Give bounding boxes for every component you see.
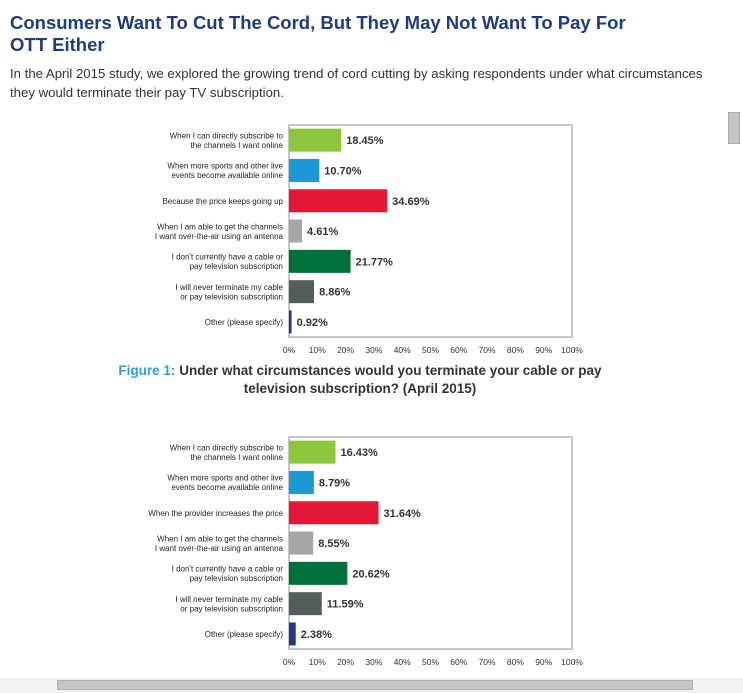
bar [289, 592, 322, 616]
category-label: I want over-the-air using an antenna [155, 544, 284, 553]
bar [289, 280, 315, 304]
category-label: pay television subscription [190, 262, 283, 271]
figure-label: Figure 1: [118, 363, 176, 378]
category-label: When more sports and other live [167, 474, 283, 483]
category-label: events become available online [171, 171, 283, 180]
bar [289, 561, 348, 585]
bar-value-label: 0.92% [297, 317, 328, 329]
bar [289, 501, 379, 525]
category-label: When I am able to get the channels [157, 534, 283, 543]
plot-frame [288, 124, 573, 338]
vertical-scrollbar-thumb[interactable] [728, 112, 740, 144]
x-tick-label: 90% [535, 657, 552, 667]
x-tick-label: 20% [337, 345, 354, 355]
bar [289, 470, 314, 494]
x-tick-label: 30% [365, 657, 382, 667]
x-tick-label: 100% [561, 657, 583, 667]
bar [289, 531, 314, 555]
category-label: When I can directly subscribe to [170, 131, 284, 140]
category-label: When I am able to get the channels [157, 222, 283, 231]
category-label: I will never terminate my cable [175, 595, 283, 604]
x-tick-label: 80% [507, 657, 524, 667]
x-tick-label: 20% [337, 657, 354, 667]
bar-value-label: 31.64% [384, 508, 422, 520]
x-tick-label: 30% [365, 345, 382, 355]
article-intro: In the April 2015 study, we explored the… [10, 66, 703, 100]
bar-value-label: 18.45% [346, 135, 384, 147]
bar [289, 440, 336, 464]
bar-value-label: 16.43% [340, 447, 378, 459]
figure-caption: Figure 1: Under what circumstances would… [110, 362, 610, 398]
plot-frame [288, 436, 573, 650]
category-label: Because the price keeps going up [162, 197, 283, 206]
x-tick-label: 90% [535, 345, 552, 355]
x-tick-label: 0% [283, 345, 296, 355]
category-label: I will never terminate my cable [175, 283, 283, 292]
x-tick-label: 50% [422, 657, 439, 667]
category-label: pay television subscription [190, 574, 283, 583]
bar-value-label: 4.61% [307, 226, 338, 238]
bar [289, 249, 351, 273]
x-tick-label: 60% [450, 657, 467, 667]
bar [289, 189, 388, 213]
article-title: Consumers Want To Cut The Cord, But They… [10, 12, 626, 55]
bar [289, 158, 320, 182]
bar-value-label: 20.62% [352, 568, 390, 580]
bar [289, 219, 303, 243]
category-label: the channels I want online [190, 141, 283, 150]
x-tick-label: 100% [561, 345, 583, 355]
category-label: I don't currently have a cable or [172, 253, 284, 262]
horizontal-scrollbar-thumb[interactable] [57, 680, 693, 690]
x-tick-label: 50% [422, 345, 439, 355]
x-tick-label: 40% [394, 345, 411, 355]
x-tick-label: 70% [479, 345, 496, 355]
bar-value-label: 8.86% [319, 287, 350, 299]
category-label: the channels I want online [190, 453, 283, 462]
category-label: Other (please specify) [205, 630, 284, 639]
x-tick-label: 0% [283, 657, 296, 667]
bar [289, 128, 342, 152]
bar [289, 310, 292, 334]
category-label: I don't currently have a cable or [172, 565, 284, 574]
x-tick-label: 60% [450, 345, 467, 355]
x-tick-label: 10% [309, 657, 326, 667]
x-tick-label: 70% [479, 657, 496, 667]
bar-value-label: 34.69% [392, 196, 430, 208]
category-label: I want over-the-air using an antenna [155, 232, 284, 241]
category-label: When more sports and other live [167, 162, 283, 171]
category-label: Other (please specify) [205, 318, 284, 327]
bar-value-label: 11.59% [327, 599, 364, 611]
x-tick-label: 80% [507, 345, 524, 355]
category-label: events become available online [171, 483, 283, 492]
x-tick-label: 40% [394, 657, 411, 667]
bar-value-label: 2.38% [301, 629, 332, 641]
bar-value-label: 8.79% [319, 477, 350, 489]
category-label: When the provider increases the price [148, 509, 283, 518]
category-label: or pay television subscription [180, 292, 283, 301]
bar-value-label: 8.55% [318, 538, 349, 550]
category-label: or pay television subscription [180, 604, 283, 613]
x-tick-label: 10% [309, 345, 326, 355]
bar [289, 622, 296, 646]
bar-value-label: 10.70% [324, 165, 362, 177]
figure-caption-text: Under what circumstances would you termi… [179, 363, 602, 396]
category-label: When I can directly subscribe to [170, 443, 284, 452]
bar-value-label: 21.77% [356, 256, 394, 268]
